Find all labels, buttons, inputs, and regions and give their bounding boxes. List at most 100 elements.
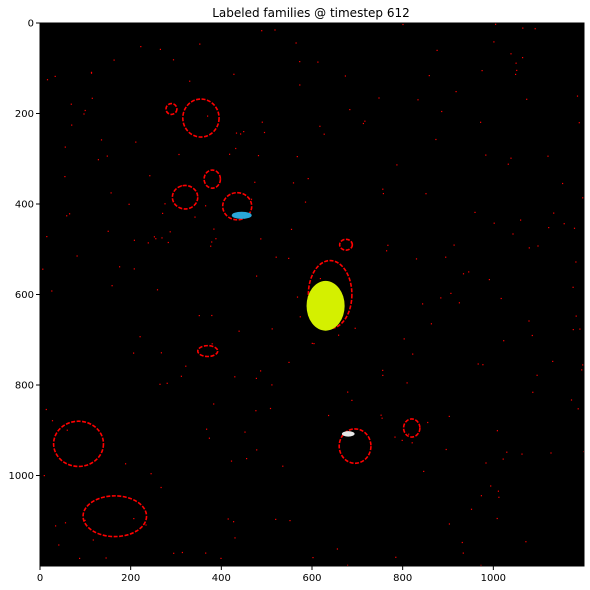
speckle: [93, 539, 94, 540]
speckle: [396, 164, 397, 165]
speckle: [485, 462, 486, 463]
speckle: [512, 233, 513, 234]
speckle: [288, 258, 289, 259]
speckle: [119, 266, 120, 267]
speckle: [429, 75, 430, 76]
speckle: [114, 60, 115, 61]
speckle: [140, 336, 141, 337]
speckle: [140, 46, 141, 47]
speckle: [319, 126, 320, 127]
speckle: [474, 212, 475, 213]
speckle: [145, 524, 146, 525]
speckle: [288, 362, 289, 363]
speckle: [394, 437, 395, 438]
speckle: [462, 542, 463, 543]
speckle: [256, 276, 257, 277]
speckle: [481, 495, 482, 496]
speckle: [547, 156, 548, 157]
speckle: [276, 257, 277, 258]
speckle: [355, 328, 356, 329]
speckle: [55, 525, 56, 526]
speckle: [205, 205, 206, 206]
speckle: [189, 81, 190, 82]
speckle: [525, 541, 526, 542]
y-tick-label: 600: [15, 290, 34, 301]
speckle: [65, 147, 66, 148]
speckle: [577, 96, 578, 97]
speckle: [106, 557, 107, 558]
speckle: [582, 364, 583, 365]
speckle: [349, 109, 350, 110]
speckle: [207, 116, 208, 117]
speckle: [133, 353, 134, 354]
speckle: [162, 213, 163, 214]
y-tick-label: 400: [15, 200, 34, 211]
labeled-family: [307, 281, 345, 331]
speckle: [297, 297, 298, 298]
speckle: [272, 328, 273, 329]
y-tick-label: 0: [28, 19, 34, 30]
speckle: [181, 376, 182, 377]
y-tick-label: 800: [15, 381, 34, 392]
speckle: [246, 458, 247, 459]
speckle: [422, 303, 423, 304]
speckle: [520, 220, 521, 221]
speckle: [338, 335, 339, 336]
speckle: [229, 154, 230, 155]
speckle: [67, 430, 68, 431]
speckle: [501, 298, 502, 299]
speckle: [440, 297, 441, 298]
speckle: [498, 491, 499, 492]
speckle: [254, 182, 255, 183]
speckle: [337, 548, 338, 549]
speckle: [522, 28, 523, 29]
speckle: [431, 323, 432, 324]
speckle: [260, 238, 261, 239]
speckle: [161, 237, 162, 238]
speckle: [402, 24, 403, 25]
speckle: [535, 28, 536, 29]
speckle: [83, 113, 84, 114]
speckle: [480, 122, 481, 123]
speckle: [233, 74, 234, 75]
speckle: [260, 370, 261, 371]
speckle: [582, 197, 583, 198]
speckle: [564, 223, 565, 224]
speckle: [215, 238, 216, 239]
speckle: [240, 133, 241, 134]
speckle: [320, 278, 321, 279]
speckle: [552, 361, 553, 362]
speckle: [125, 463, 126, 464]
speckle: [312, 557, 313, 558]
speckle: [532, 392, 533, 393]
speckle: [161, 352, 162, 353]
speckle: [449, 416, 450, 417]
speckle: [387, 245, 388, 246]
speckle: [471, 509, 472, 510]
speckle: [296, 42, 297, 43]
speckle: [157, 289, 158, 290]
speckle: [417, 99, 418, 100]
speckle: [317, 62, 318, 63]
labeled-family: [342, 431, 355, 436]
speckle: [537, 245, 538, 246]
speckle: [69, 213, 70, 214]
speckle: [234, 376, 235, 377]
speckle: [328, 415, 329, 416]
speckle: [233, 521, 234, 522]
speckle: [437, 50, 438, 51]
speckle: [515, 74, 516, 75]
speckle: [521, 454, 522, 455]
speckle: [209, 438, 210, 439]
speckle: [485, 155, 486, 156]
x-tick-label: 1000: [481, 573, 506, 584]
speckle: [77, 255, 78, 256]
speckle: [550, 452, 551, 453]
speckle: [300, 316, 301, 317]
y-tick-label: 200: [15, 109, 34, 120]
speckle: [91, 72, 92, 73]
speckle: [178, 154, 179, 155]
speckle: [135, 142, 136, 143]
speckle: [274, 29, 275, 30]
speckle: [148, 242, 149, 243]
